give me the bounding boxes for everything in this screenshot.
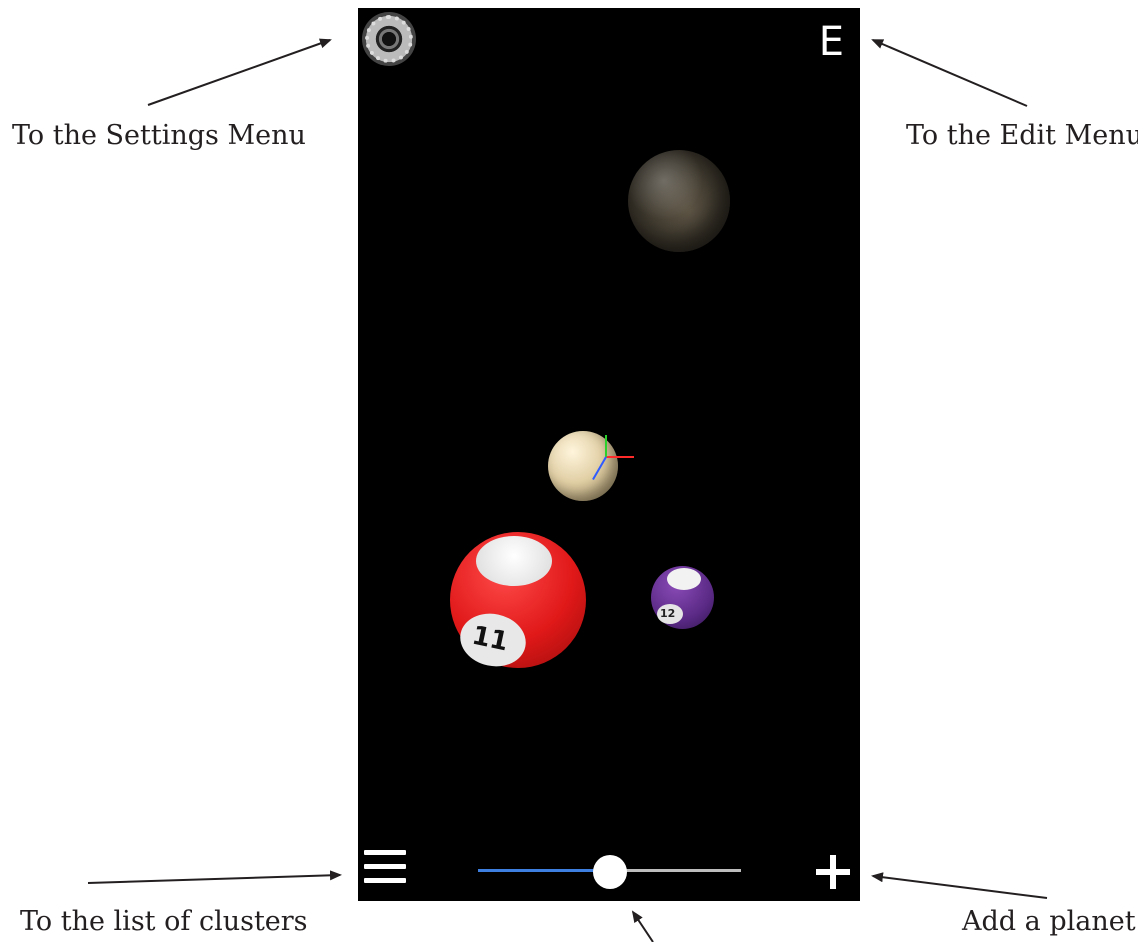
edit-menu-button[interactable]: E bbox=[818, 19, 844, 65]
planet-cue-ball-selected[interactable] bbox=[548, 431, 618, 501]
axis-x-red bbox=[606, 456, 634, 458]
settings-annotation: To the Settings Menu bbox=[12, 120, 306, 151]
slider-fill bbox=[478, 869, 610, 872]
clusters-annotation: To the list of clusters bbox=[20, 906, 308, 937]
arrow-add bbox=[871, 872, 1048, 899]
slider-thumb[interactable] bbox=[593, 855, 627, 889]
plus-icon[interactable] bbox=[816, 855, 850, 889]
axis-y-green bbox=[605, 435, 607, 457]
slider-track bbox=[610, 869, 741, 872]
settings-dial-icon[interactable] bbox=[362, 12, 416, 66]
hamburger-menu-icon[interactable] bbox=[364, 850, 408, 884]
ball-12-number: 12 bbox=[660, 607, 676, 620]
planet-mercury[interactable] bbox=[628, 150, 730, 252]
speed-slider[interactable] bbox=[478, 855, 741, 889]
arrow-clusters bbox=[87, 870, 342, 884]
app-viewport[interactable]: E 11 12 bbox=[358, 8, 860, 901]
arrow-edit bbox=[871, 39, 1028, 107]
arrow-slider bbox=[631, 910, 654, 942]
edit-annotation: To the Edit Menu bbox=[906, 120, 1138, 151]
add-annotation: Add a planet. bbox=[962, 906, 1138, 937]
billiard-ball-12[interactable]: 12 bbox=[651, 566, 714, 629]
arrow-settings bbox=[147, 38, 332, 106]
billiard-ball-11[interactable]: 11 bbox=[450, 532, 586, 673]
